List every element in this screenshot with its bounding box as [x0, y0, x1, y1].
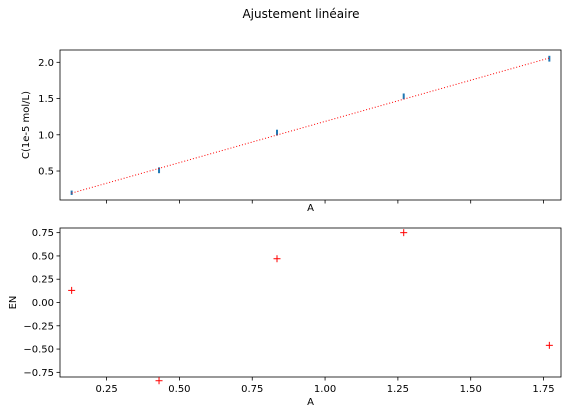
residual-point	[273, 255, 281, 263]
bottom-x-tick-label: 1.00	[314, 384, 336, 395]
top-y-ticks: 0.5 1.0 1.5 2.0	[38, 58, 60, 178]
top-plot-frame	[59, 49, 562, 201]
residual-point	[545, 341, 553, 349]
bottom-y-tick-label: 0.75	[32, 228, 54, 239]
bottom-x-axis-label: A	[307, 397, 314, 408]
top-y-axis-label: C(1e-5 mol/L)	[21, 91, 32, 159]
bottom-x-tick-label: 1.25	[387, 384, 409, 395]
bottom-y-tick-label: −0.25	[23, 321, 54, 332]
top-y-tick-label: 0.5	[38, 167, 54, 178]
bottom-x-tick-label: 1.75	[532, 384, 554, 395]
top-marks	[70, 55, 551, 195]
bottom-y-tick-label: 0.00	[32, 298, 54, 309]
bottom-y-tick-label: −0.50	[23, 345, 54, 356]
residual-point	[400, 229, 408, 237]
bottom-panel: −0.75 −0.50 −0.25 0.00 0.25 0.50 0.75 0.25 0.50…	[8, 227, 562, 408]
bottom-x-tick-label: 0.75	[241, 384, 263, 395]
bottom-y-tick-label: 0.25	[32, 275, 54, 286]
bottom-y-axis-label: EN	[8, 296, 19, 310]
figure-title: Ajustement linéaire	[242, 7, 359, 21]
top-x-ticks	[106, 200, 544, 204]
residual-point	[68, 286, 76, 294]
bottom-marks	[68, 229, 553, 385]
bottom-x-tick-label: 0.25	[95, 384, 117, 395]
bottom-x-ticks: 0.25 0.50 0.75 1.00 1.25 1.50 1.75	[95, 377, 555, 395]
top-y-tick-label: 2.0	[38, 58, 54, 69]
bottom-y-tick-label: 0.50	[32, 251, 54, 262]
top-y-tick-label: 1.5	[38, 94, 54, 105]
top-panel: 0.5 1.0 1.5 2.0 A C(1e-5 mol/L)	[21, 49, 562, 214]
bottom-x-tick-label: 0.50	[168, 384, 190, 395]
bottom-y-tick-label: −0.75	[23, 368, 54, 379]
bottom-y-ticks: −0.75 −0.50 −0.25 0.00 0.25 0.50 0.75	[23, 228, 60, 379]
top-x-axis-label: A	[307, 203, 314, 214]
bottom-x-tick-label: 1.50	[460, 384, 482, 395]
residual-point	[155, 377, 163, 385]
top-y-tick-label: 1.0	[38, 130, 54, 141]
